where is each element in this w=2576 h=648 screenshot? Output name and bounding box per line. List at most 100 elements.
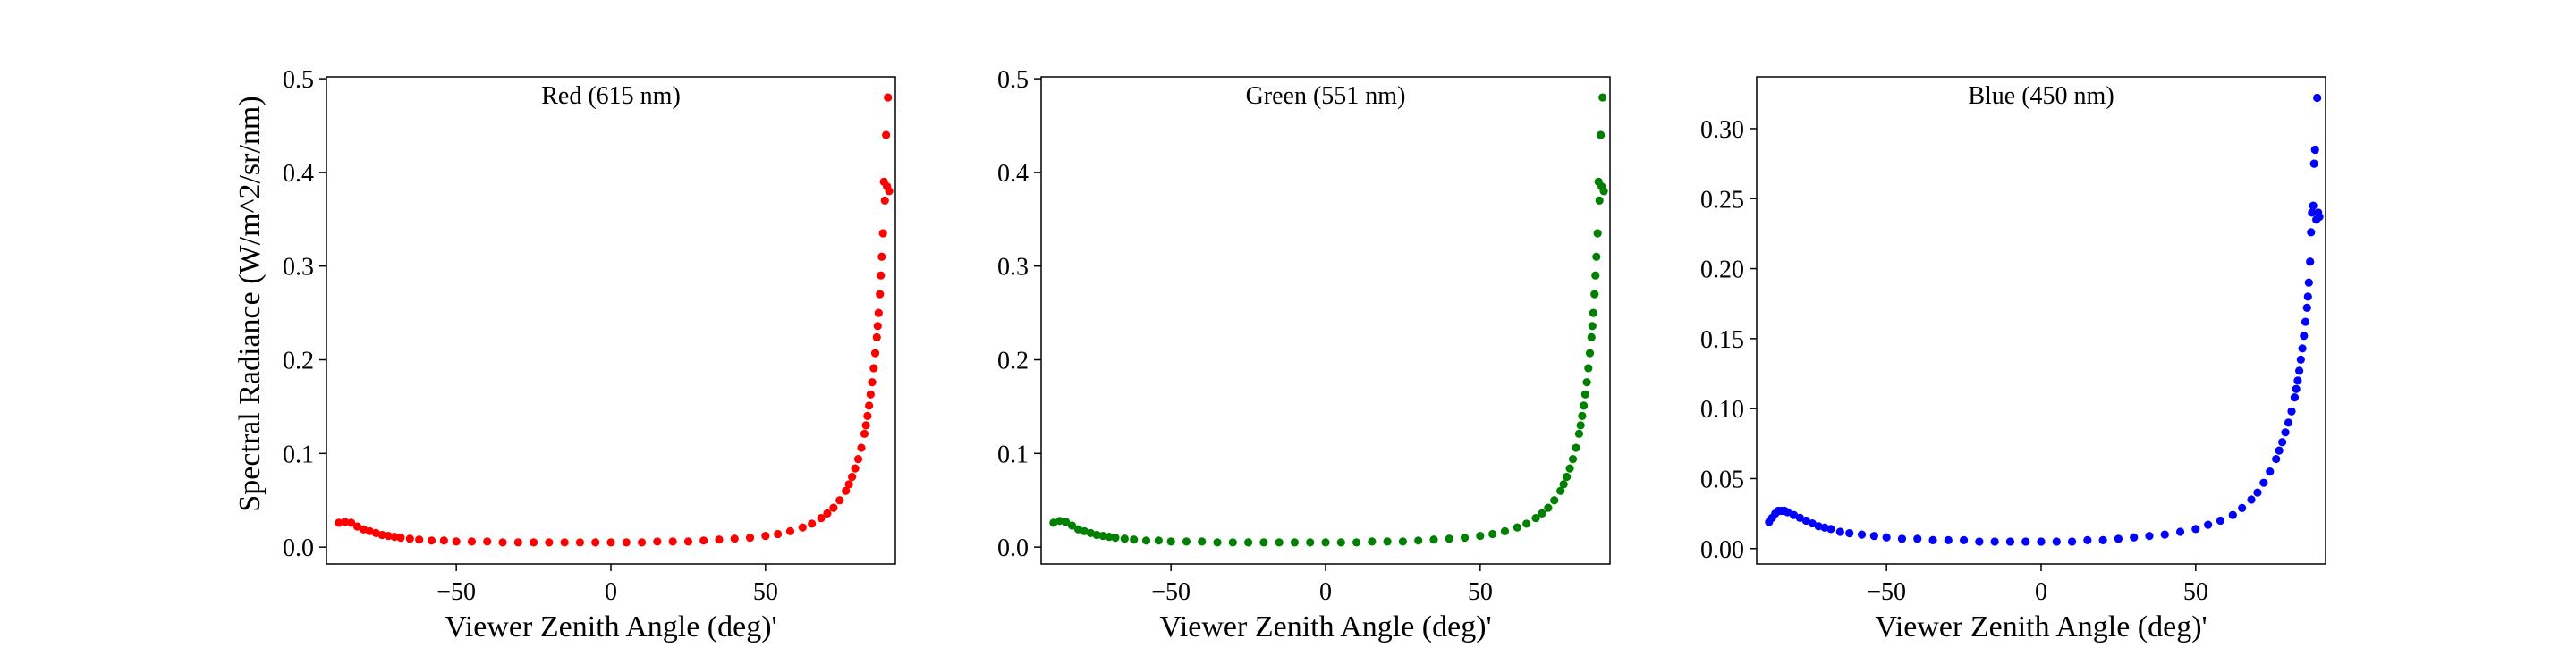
- data-point: [452, 537, 461, 546]
- data-point: [866, 390, 875, 399]
- data-point: [2272, 454, 2281, 464]
- data-point: [1111, 534, 1120, 543]
- data-point: [2145, 532, 2154, 541]
- data-point: [427, 536, 436, 545]
- data-point: [1801, 516, 1810, 526]
- x-tick-label: −50: [1867, 578, 1906, 606]
- data-point: [2292, 384, 2301, 393]
- x-tick-label: −50: [1151, 578, 1191, 606]
- data-point: [415, 535, 424, 544]
- chart-panel-3: −50 0 50 0.00 0.05 0.10 0.15 0.20 0.25 0.30 Blue (…: [1700, 76, 2326, 644]
- data-point: [1559, 480, 1568, 489]
- data-point: [1055, 517, 1064, 526]
- data-point: [1882, 533, 1891, 542]
- y-tick-label: 0.10: [1700, 396, 1744, 424]
- data-point: [1228, 538, 1237, 547]
- data-point: [2067, 537, 2077, 546]
- data-point: [405, 534, 414, 543]
- data-point: [865, 401, 874, 410]
- data-point: [384, 531, 393, 541]
- data-point: [2313, 93, 2322, 103]
- data-point: [2259, 478, 2268, 487]
- data-point: [1826, 525, 1835, 534]
- y-tick-label: 0.0: [997, 534, 1029, 562]
- data-point: [1086, 528, 1095, 538]
- data-point: [2287, 407, 2296, 416]
- data-point: [1589, 308, 1597, 317]
- data-point: [1429, 535, 1438, 544]
- data-point: [2228, 510, 2237, 519]
- data-point: [591, 538, 600, 547]
- data-point: [1130, 535, 1139, 544]
- data-point: [359, 525, 369, 534]
- data-point: [1531, 514, 1540, 523]
- data-point: [498, 538, 507, 547]
- chart-panel-1: −50 0 50 0.0 0.1 0.2 0.3 0.4 0.5 Red (615 nm) View…: [283, 66, 896, 644]
- data-point: [2005, 537, 2015, 546]
- data-point: [1080, 526, 1089, 535]
- data-point: [467, 537, 477, 546]
- data-point: [653, 537, 662, 546]
- data-point: [2238, 503, 2247, 512]
- data-points: [1765, 93, 2324, 546]
- data-point: [2301, 317, 2310, 326]
- data-point: [715, 535, 724, 544]
- data-point: [1398, 537, 1408, 546]
- data-point: [1336, 538, 1345, 547]
- y-tick-label: 0.00: [1700, 536, 1744, 564]
- data-point: [2175, 527, 2185, 536]
- data-point: [1975, 537, 1984, 546]
- data-point: [2275, 446, 2284, 455]
- data-point: [785, 526, 795, 535]
- data-point: [2307, 228, 2316, 237]
- panel-title: Red (615 nm): [541, 82, 681, 110]
- data-point: [1814, 522, 1823, 531]
- data-point: [1488, 529, 1497, 539]
- data-point: [2300, 332, 2309, 341]
- data-point: [1092, 530, 1101, 540]
- data-point: [622, 538, 631, 547]
- data-point: [1990, 537, 1999, 546]
- data-point: [863, 411, 872, 420]
- data-point: [1857, 530, 1867, 539]
- data-point: [885, 187, 894, 196]
- data-point: [1598, 93, 1607, 102]
- data-point: [2052, 537, 2061, 546]
- data-point: [2037, 537, 2046, 546]
- data-point: [1592, 252, 1601, 261]
- data-point: [870, 349, 880, 358]
- data-point: [2310, 145, 2319, 155]
- y-tick-label: 0.1: [997, 441, 1029, 468]
- data-point: [835, 496, 844, 505]
- data-point: [1789, 510, 1799, 519]
- data-point: [1580, 390, 1589, 399]
- data-point: [1213, 538, 1222, 547]
- data-point: [483, 537, 492, 546]
- data-point: [1574, 429, 1584, 438]
- data-point: [2293, 376, 2302, 385]
- data-point: [1352, 538, 1361, 547]
- data-point: [1500, 526, 1510, 535]
- y-tick-label: 0.05: [1700, 466, 1744, 493]
- data-point: [1590, 290, 1599, 299]
- data-point: [1591, 271, 1600, 280]
- data-point: [2247, 495, 2256, 504]
- data-point: [371, 528, 380, 538]
- data-point: [761, 531, 770, 541]
- data-point: [851, 464, 860, 473]
- data-point: [1120, 534, 1129, 543]
- data-point: [774, 529, 783, 539]
- data-point: [873, 322, 882, 331]
- data-point: [1587, 332, 1596, 341]
- data-point: [347, 518, 356, 527]
- data-point: [1067, 521, 1077, 530]
- data-point: [1062, 518, 1071, 526]
- data-point: [1105, 533, 1114, 542]
- y-tick-label: 0.4: [997, 160, 1029, 188]
- x-tick-label: 50: [1468, 578, 1493, 606]
- data-point: [2253, 488, 2262, 497]
- data-point: [872, 332, 881, 341]
- data-point: [1556, 486, 1565, 495]
- data-point: [1550, 496, 1559, 505]
